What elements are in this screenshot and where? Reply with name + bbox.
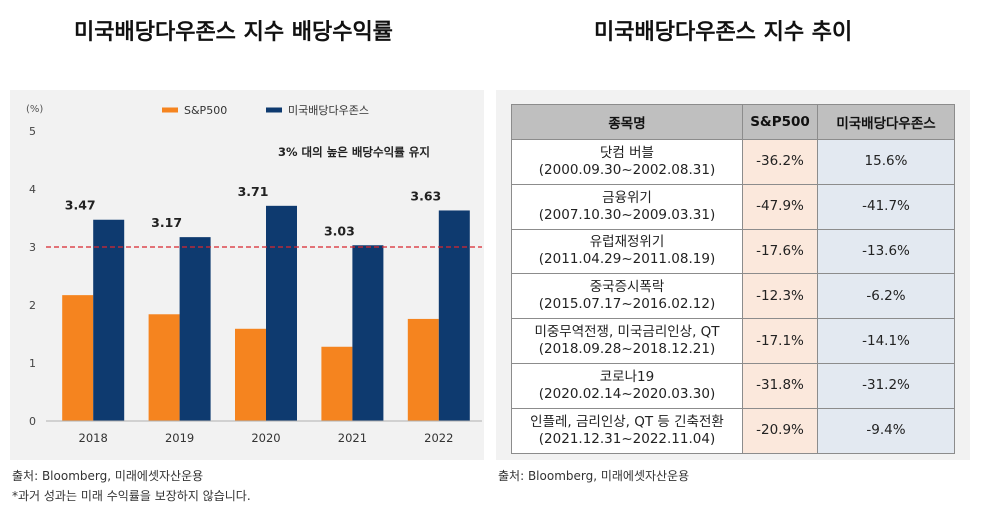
drawdown-table: 종목명 S&P500 미국배당다우존스 닷컴 버블 (2000.09.30~200…	[511, 104, 955, 454]
header-name: 종목명	[511, 104, 743, 140]
table-row: 인플레, 금리인상, QT 등 긴축전환 (2021.12.31~2022.11.…	[511, 407, 955, 454]
dow-return: -41.7%	[817, 183, 955, 230]
table-row: 닷컴 버블 (2000.09.30~2002.08.31) -36.2% 15.6…	[511, 139, 955, 185]
data-labels: 3.47 3.17 3.71 3.03 3.63	[65, 184, 441, 238]
sp500-return: -36.2%	[742, 139, 818, 185]
x-axis: 2018 2019 2020 2021 2022	[79, 431, 454, 445]
event-name: 금융위기	[602, 189, 652, 206]
bar-dow	[438, 210, 470, 421]
table-source: 출처: Bloomberg, 미래에셋자산운용	[498, 469, 690, 483]
event-name: 코로나19	[599, 368, 655, 385]
legend-label-sp500: S&P500	[184, 104, 227, 117]
dow-return: 15.6%	[817, 139, 955, 185]
legend: S&P500 미국배당다우존스	[162, 104, 369, 117]
dividend-yield-chart: (%) S&P500 미국배당다우존스 3% 대의 높은 배당수익률 유지 0 1…	[26, 104, 482, 445]
data-label: 3.17	[151, 215, 182, 230]
data-label: 3.71	[238, 184, 269, 199]
sp500-return: -31.8%	[742, 362, 818, 409]
event-cell: 코로나19 (2020.02.14~2020.03.30)	[511, 362, 743, 409]
y-tick-label: 2	[29, 299, 36, 312]
x-tick-label: 2020	[251, 431, 280, 445]
sp500-return: -17.1%	[742, 318, 818, 364]
header-dow: 미국배당다우존스	[817, 104, 955, 140]
bar-dow	[266, 205, 297, 421]
bar-dow	[352, 245, 384, 421]
bar-dow	[93, 219, 125, 421]
event-period: (2007.10.30~2009.03.31)	[538, 206, 716, 223]
y-tick-label: 1	[29, 357, 36, 370]
data-label: 3.47	[65, 198, 96, 213]
disclaimer-note: *과거 성과는 미래 수익률을 보장하지 않습니다.	[12, 489, 251, 503]
bars	[62, 205, 470, 421]
bar-sp500	[148, 314, 180, 421]
table-row: 유럽재정위기 (2011.04.29~2011.08.19) -17.6% -13…	[511, 228, 955, 275]
header-sp500: S&P500	[742, 104, 818, 140]
table-row: 코로나19 (2020.02.14~2020.03.30) -31.8% -31.…	[511, 362, 955, 409]
event-cell: 중국증시폭락 (2015.07.17~2016.02.12)	[511, 273, 743, 320]
event-name: 유럽재정위기	[589, 234, 665, 251]
y-tick-label: 3	[29, 241, 36, 254]
chart-source: 출처: Bloomberg, 미래에셋자산운용	[12, 469, 204, 483]
table-panel: 종목명 S&P500 미국배당다우존스 닷컴 버블 (2000.09.30~200…	[496, 90, 970, 460]
x-tick-label: 2022	[424, 431, 453, 445]
bar-sp500	[407, 318, 439, 421]
table-title: 미국배당다우존스 지수 추이	[594, 20, 853, 45]
event-cell: 금융위기 (2007.10.30~2009.03.31)	[511, 183, 743, 230]
event-name: 닷컴 버블	[600, 144, 654, 161]
event-name: 중국증시폭락	[589, 279, 665, 296]
table-row: 금융위기 (2007.10.30~2009.03.31) -47.9% -41.7…	[511, 183, 955, 230]
bar-sp500	[235, 328, 266, 421]
data-label: 3.03	[324, 223, 355, 238]
y-tick-label: 5	[29, 125, 36, 138]
sp500-return: -47.9%	[742, 183, 818, 230]
y-tick-label: 4	[29, 183, 36, 196]
event-period: (2018.09.28~2018.12.21)	[538, 341, 716, 358]
event-cell: 미중무역전쟁, 미국금리인상, QT (2018.09.28~2018.12.21…	[511, 318, 743, 364]
chart-annotation: 3% 대의 높은 배당수익률 유지	[278, 145, 430, 159]
y-axis: 0 1 2 3 4 5	[29, 125, 36, 428]
dow-return: -13.6%	[817, 228, 955, 275]
event-period: (2000.09.30~2002.08.31)	[538, 161, 716, 178]
dow-return: -31.2%	[817, 362, 955, 409]
dow-return: -14.1%	[817, 318, 955, 364]
y-tick-label: 0	[29, 415, 36, 428]
y-unit-label: (%)	[26, 104, 43, 115]
event-name: 미중무역전쟁, 미국금리인상, QT	[534, 324, 720, 341]
event-cell: 유럽재정위기 (2011.04.29~2011.08.19)	[511, 228, 743, 275]
legend-label-dow: 미국배당다우존스	[288, 104, 369, 117]
chart-panel: (%) S&P500 미국배당다우존스 3% 대의 높은 배당수익률 유지 0 1…	[10, 90, 484, 460]
event-cell: 닷컴 버블 (2000.09.30~2002.08.31)	[511, 139, 743, 185]
data-label: 3.63	[410, 188, 441, 203]
table-row: 중국증시폭락 (2015.07.17~2016.02.12) -12.3% -6.…	[511, 273, 955, 320]
event-period: (2021.12.31~2022.11.04)	[538, 430, 716, 447]
chart-title: 미국배당다우존스 지수 배당수익률	[74, 20, 393, 45]
x-tick-label: 2021	[338, 431, 367, 445]
sp500-return: -20.9%	[742, 407, 818, 454]
table-row: 미중무역전쟁, 미국금리인상, QT (2018.09.28~2018.12.21…	[511, 318, 955, 364]
x-tick-label: 2019	[165, 431, 194, 445]
event-cell: 인플레, 금리인상, QT 등 긴축전환 (2021.12.31~2022.11.…	[511, 407, 743, 454]
sp500-return: -17.6%	[742, 228, 818, 275]
event-name: 인플레, 금리인상, QT 등 긴축전환	[530, 413, 724, 430]
event-period: (2015.07.17~2016.02.12)	[538, 296, 716, 313]
bar-sp500	[62, 295, 94, 421]
x-tick-label: 2018	[79, 431, 108, 445]
sp500-return: -12.3%	[742, 273, 818, 320]
dow-return: -6.2%	[817, 273, 955, 320]
dow-return: -9.4%	[817, 407, 955, 454]
bar-dow	[179, 237, 211, 421]
event-period: (2011.04.29~2011.08.19)	[538, 251, 716, 268]
table-header-row: 종목명 S&P500 미국배당다우존스	[511, 104, 955, 140]
event-period: (2020.02.14~2020.03.30)	[538, 385, 716, 402]
bar-sp500	[321, 346, 353, 421]
